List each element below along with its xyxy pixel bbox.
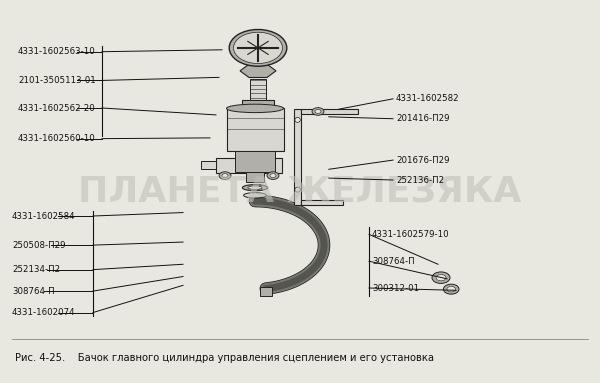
Bar: [242, 100, 274, 106]
Circle shape: [229, 29, 287, 66]
Ellipse shape: [227, 104, 284, 113]
Ellipse shape: [248, 186, 262, 190]
Text: 4331-1602560-10: 4331-1602560-10: [18, 134, 96, 143]
Ellipse shape: [244, 193, 266, 198]
Text: 4331-1602074: 4331-1602074: [12, 308, 76, 317]
Bar: [227, 108, 284, 151]
Circle shape: [432, 272, 450, 283]
Circle shape: [219, 172, 231, 180]
Bar: [216, 158, 282, 173]
Text: 252134-П2: 252134-П2: [12, 265, 60, 274]
Text: 4331-1602584: 4331-1602584: [12, 211, 76, 221]
Text: 252136-П2: 252136-П2: [396, 175, 444, 185]
Text: 4331-1602582: 4331-1602582: [396, 94, 460, 103]
Circle shape: [233, 32, 283, 64]
Bar: [235, 151, 275, 172]
Text: 4331-1602579-10: 4331-1602579-10: [372, 230, 449, 239]
Circle shape: [312, 108, 324, 115]
Circle shape: [436, 275, 446, 281]
Text: 308764-П: 308764-П: [12, 286, 55, 296]
Text: 2101-3505113-01: 2101-3505113-01: [18, 76, 96, 85]
Ellipse shape: [242, 185, 268, 191]
Circle shape: [270, 174, 276, 178]
Circle shape: [315, 110, 321, 113]
Text: Рис. 4-25.    Бачок главного цилиндра управления сцеплением и его установка: Рис. 4-25. Бачок главного цилиндра управ…: [15, 353, 434, 363]
Bar: [246, 172, 264, 182]
Text: 201676-П29: 201676-П29: [396, 155, 449, 165]
Ellipse shape: [295, 187, 301, 192]
Bar: [260, 287, 272, 296]
Text: 300312-01: 300312-01: [372, 283, 419, 293]
Ellipse shape: [295, 117, 301, 123]
Circle shape: [222, 174, 228, 178]
Text: 4331-1602562-20: 4331-1602562-20: [18, 103, 96, 113]
Text: ПЛАНЕТА ЖЕЛЕЗЯКА: ПЛАНЕТА ЖЕЛЕЗЯКА: [79, 175, 521, 208]
Bar: [250, 79, 266, 100]
Circle shape: [443, 284, 459, 294]
Bar: [301, 200, 343, 205]
Bar: [294, 109, 301, 205]
Bar: [201, 162, 216, 169]
Circle shape: [447, 286, 455, 292]
Text: 250508-П29: 250508-П29: [12, 241, 65, 250]
Text: 201416-П29: 201416-П29: [396, 114, 449, 123]
Polygon shape: [240, 64, 276, 77]
Circle shape: [267, 172, 279, 180]
Text: 308764-П: 308764-П: [372, 257, 415, 266]
Bar: [301, 109, 358, 114]
Text: 4331-1602563-10: 4331-1602563-10: [18, 47, 96, 56]
